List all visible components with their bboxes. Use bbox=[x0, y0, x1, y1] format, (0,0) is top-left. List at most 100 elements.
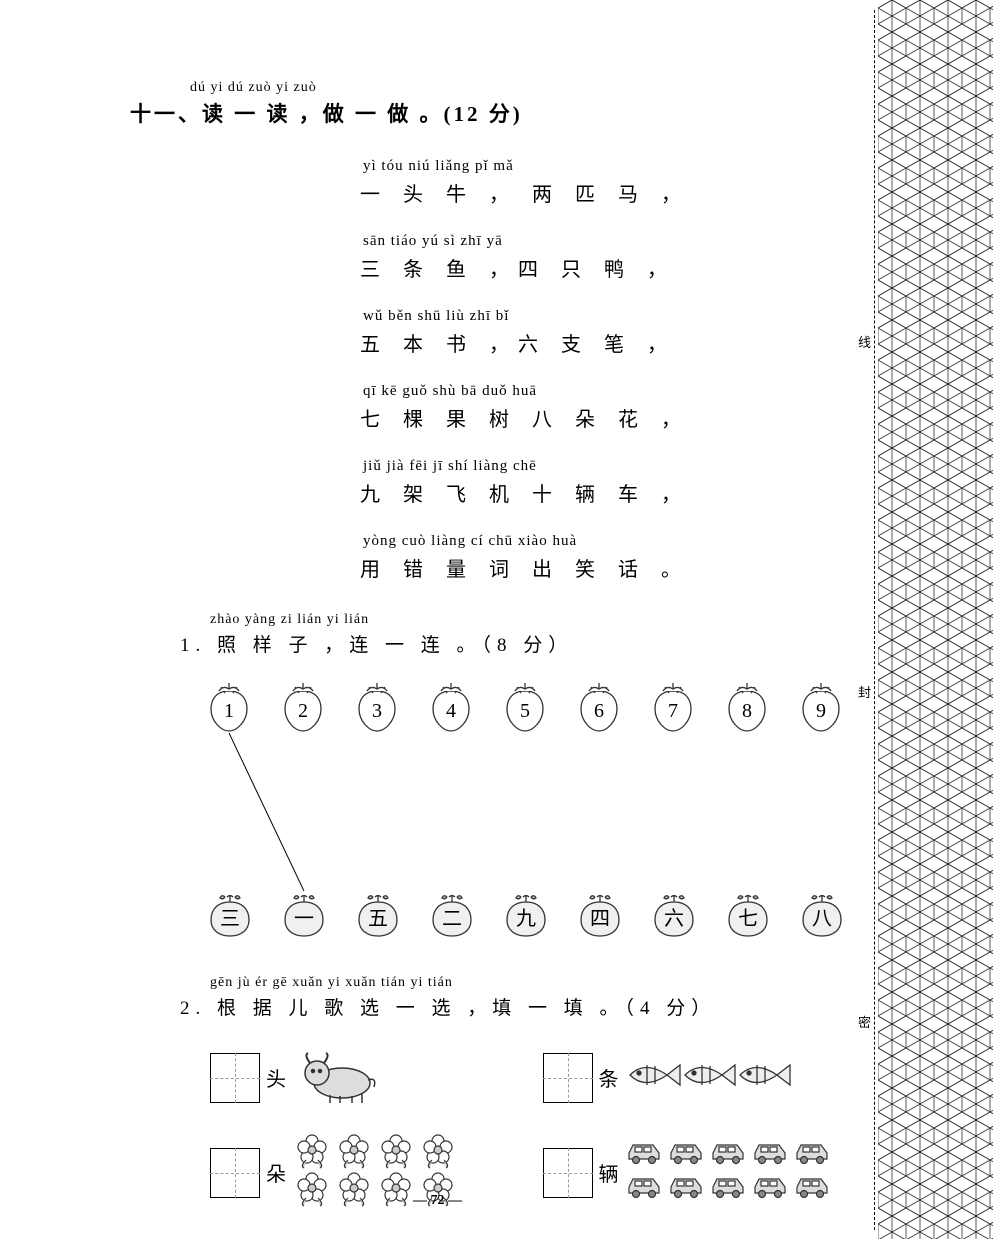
ox-icon bbox=[292, 1045, 382, 1105]
title-hanzi: 十一、读 一 读 ，做 一 做 。(12 分) bbox=[130, 98, 875, 128]
poem-pinyin: sān tiáo yú sì zhī yā bbox=[363, 233, 875, 250]
strawberry-icon: 1 bbox=[205, 677, 253, 735]
strawberry-icon: 2 bbox=[279, 677, 327, 735]
strawberry-number: 8 bbox=[742, 700, 752, 722]
measure-word: 头 bbox=[266, 1063, 286, 1092]
strawberry-number: 9 bbox=[816, 700, 826, 722]
poem-pinyin: wǔ běn shū liù zhī bǐ bbox=[363, 308, 875, 325]
apple-item: 三 bbox=[205, 890, 255, 945]
apple-item: 五 bbox=[353, 890, 403, 945]
fill-item: 条 bbox=[543, 1050, 876, 1105]
poem-hanzi: 七 棵 果 树 八 朵 花 ， bbox=[360, 403, 875, 432]
strawberry-icon: 6 bbox=[575, 677, 623, 735]
apple-char: 五 bbox=[368, 908, 388, 930]
apple-char: 一 bbox=[294, 908, 314, 930]
strawberry-item: 8 bbox=[723, 677, 771, 740]
apple-char: 七 bbox=[738, 907, 758, 930]
apple-icon: 一 bbox=[279, 890, 329, 940]
decorative-border bbox=[878, 0, 993, 1239]
measure-word: 条 bbox=[599, 1063, 619, 1092]
apple-char: 三 bbox=[220, 908, 240, 930]
margin-char-2: 封 bbox=[858, 680, 871, 703]
fill-picture bbox=[625, 1050, 876, 1105]
apple-item: 七 bbox=[723, 890, 773, 945]
strawberry-icon: 4 bbox=[427, 677, 475, 735]
apple-icon: 二 bbox=[427, 890, 477, 940]
strawberry-item: 9 bbox=[797, 677, 845, 740]
fish-icon bbox=[625, 1050, 805, 1100]
tianzi-box[interactable] bbox=[543, 1148, 593, 1198]
apple-char: 四 bbox=[590, 908, 610, 930]
apple-item: 二 bbox=[427, 890, 477, 945]
apple-item: 六 bbox=[649, 890, 699, 945]
apple-icon: 三 bbox=[205, 890, 255, 940]
apple-char: 二 bbox=[442, 908, 462, 930]
apple-char: 八 bbox=[812, 908, 832, 930]
poem-line: yòng cuò liàng cí chū xiào huà 用 错 量 词 出… bbox=[360, 533, 875, 582]
strawberry-number: 7 bbox=[668, 700, 678, 722]
tianzi-box[interactable] bbox=[210, 1053, 260, 1103]
apple-item: 四 bbox=[575, 890, 625, 945]
apple-char: 九 bbox=[516, 907, 536, 930]
strawberry-item: 6 bbox=[575, 677, 623, 740]
strawberry-item: 3 bbox=[353, 677, 401, 740]
poem-line: qī kē guǒ shù bā duǒ huā 七 棵 果 树 八 朵 花 ， bbox=[360, 383, 875, 432]
poem-hanzi: 三 条 鱼 ，四 只 鸭 ， bbox=[360, 253, 875, 282]
page-number-value: 72 bbox=[431, 1193, 445, 1208]
strawberry-number: 4 bbox=[446, 700, 456, 722]
strawberry-item: 1 bbox=[205, 677, 253, 740]
apple-icon: 七 bbox=[723, 890, 773, 940]
q2-hanzi: 2. 根 据 儿 歌 选 一 选 ，填 一 填 。（4 分） bbox=[180, 993, 875, 1020]
poem-pinyin: yì tóu niú liǎng pǐ mǎ bbox=[363, 158, 875, 175]
strawberry-number: 6 bbox=[594, 700, 604, 722]
apple-char: 六 bbox=[664, 907, 684, 930]
poem: yì tóu niú liǎng pǐ mǎ 一 头 牛 ， 两 匹 马 ， sā… bbox=[360, 158, 875, 582]
apple-icon: 四 bbox=[575, 890, 625, 940]
strawberry-icon: 5 bbox=[501, 677, 549, 735]
poem-hanzi: 用 错 量 词 出 笑 话 。 bbox=[360, 553, 875, 582]
apple-item: 八 bbox=[797, 890, 847, 945]
apple-icon: 八 bbox=[797, 890, 847, 940]
margin-char-1: 线 bbox=[858, 330, 871, 353]
poem-line: sān tiáo yú sì zhī yā 三 条 鱼 ，四 只 鸭 ， bbox=[360, 233, 875, 282]
tianzi-box[interactable] bbox=[543, 1053, 593, 1103]
strawberry-row: 1 2 3 4 5 bbox=[205, 677, 875, 740]
strawberry-icon: 7 bbox=[649, 677, 697, 735]
strawberry-item: 4 bbox=[427, 677, 475, 740]
poem-hanzi: 一 头 牛 ， 两 匹 马 ， bbox=[360, 178, 875, 207]
measure-word: 朵 bbox=[266, 1158, 286, 1187]
poem-line: yì tóu niú liǎng pǐ mǎ 一 头 牛 ， 两 匹 马 ， bbox=[360, 158, 875, 207]
strawberry-item: 2 bbox=[279, 677, 327, 740]
apple-item: 一 bbox=[279, 890, 329, 945]
strawberry-number: 1 bbox=[224, 700, 234, 722]
fill-picture bbox=[292, 1045, 543, 1110]
q2-pinyin: gēn jù ér gē xuǎn yi xuǎn tián yi tián bbox=[210, 975, 875, 991]
strawberry-icon: 8 bbox=[723, 677, 771, 735]
poem-line: wǔ běn shū liù zhī bǐ 五 本 书 ，六 支 笔 ， bbox=[360, 308, 875, 357]
poem-hanzi: 五 本 书 ，六 支 笔 ， bbox=[360, 328, 875, 357]
poem-pinyin: yòng cuò liàng cí chū xiào huà bbox=[363, 533, 875, 550]
page-content: dú yi dú zuò yi zuò 十一、读 一 读 ，做 一 做 。(12… bbox=[0, 0, 875, 1239]
strawberry-number: 3 bbox=[372, 700, 382, 722]
strawberry-item: 7 bbox=[649, 677, 697, 740]
fill-container: 头 条 朵 bbox=[130, 1045, 875, 1215]
margin-char-3: 密 bbox=[858, 1010, 871, 1033]
poem-line: jiǔ jià fēi jī shí liàng chē 九 架 飞 机 十 辆… bbox=[360, 458, 875, 507]
strawberry-item: 5 bbox=[501, 677, 549, 740]
apple-item: 九 bbox=[501, 890, 551, 945]
fill-row: 头 条 bbox=[210, 1045, 875, 1110]
strawberry-icon: 3 bbox=[353, 677, 401, 735]
apple-icon: 六 bbox=[649, 890, 699, 940]
apple-icon: 五 bbox=[353, 890, 403, 940]
apple-icon: 九 bbox=[501, 890, 551, 940]
q1-pinyin: zhào yàng zi lián yi lián bbox=[210, 612, 875, 628]
page-number: — 72 — bbox=[0, 1193, 875, 1209]
q1-hanzi: 1. 照 样 子 ，连 一 连 。（8 分） bbox=[180, 630, 875, 657]
strawberry-number: 2 bbox=[298, 700, 308, 722]
fill-item: 头 bbox=[210, 1045, 543, 1110]
strawberry-number: 5 bbox=[520, 700, 530, 722]
strawberry-icon: 9 bbox=[797, 677, 845, 735]
cut-line bbox=[874, 10, 875, 1230]
title-pinyin: dú yi dú zuò yi zuò bbox=[190, 80, 875, 96]
tianzi-box[interactable] bbox=[210, 1148, 260, 1198]
